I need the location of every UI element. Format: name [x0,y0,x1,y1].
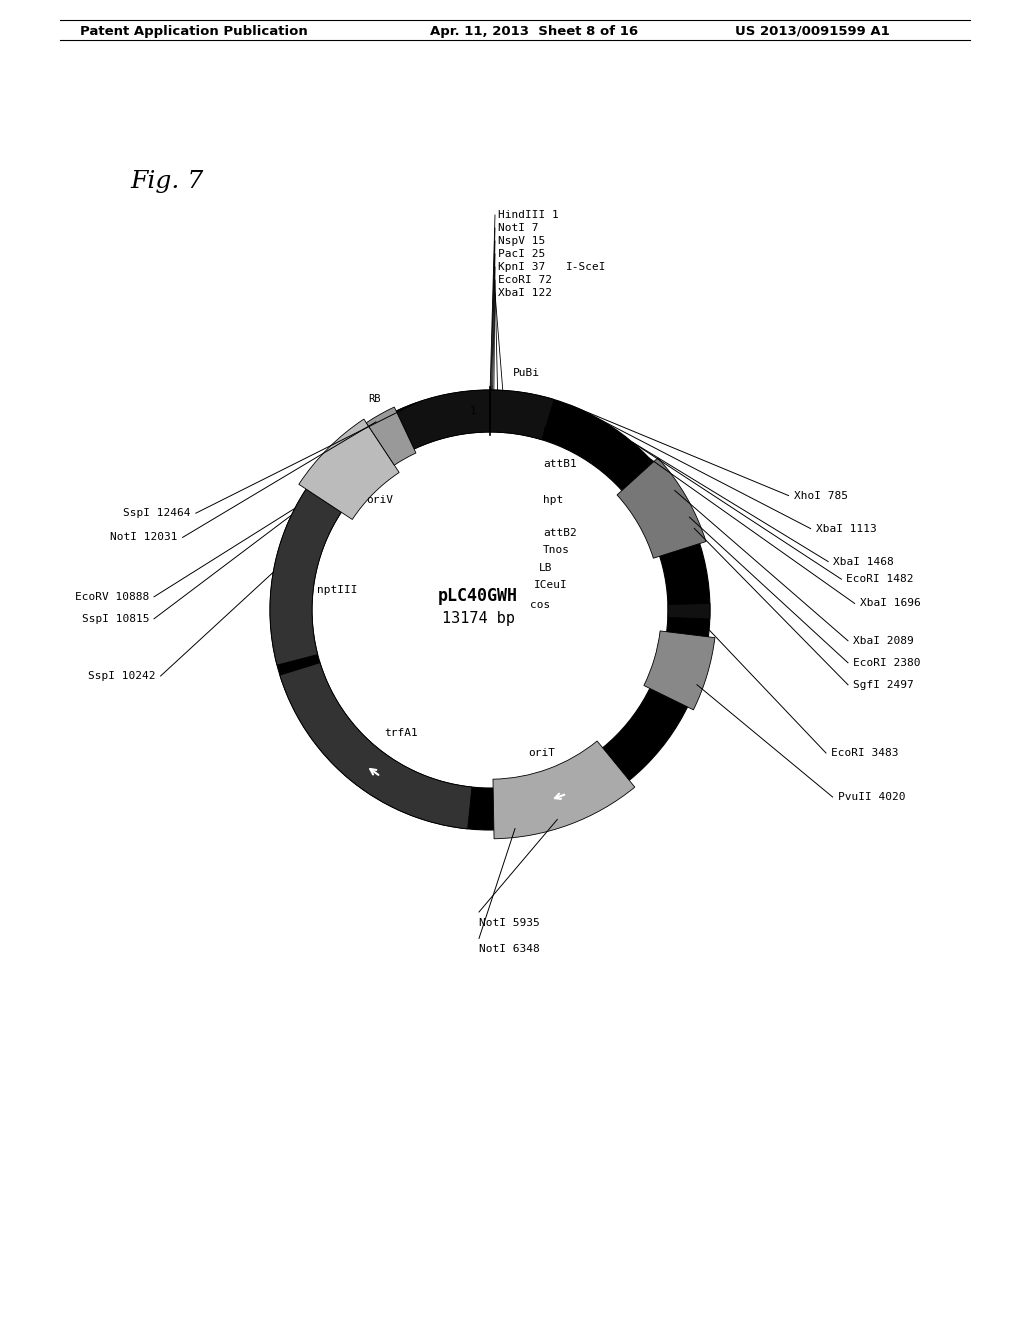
Text: XbaI 2089: XbaI 2089 [853,636,913,645]
Wedge shape [367,407,416,465]
Text: oriT: oriT [528,748,555,758]
Text: Tnos: Tnos [543,545,570,556]
Wedge shape [617,458,706,558]
Text: LB: LB [539,562,552,573]
Text: XbaI 1113: XbaI 1113 [815,524,877,533]
Text: Patent Application Publication: Patent Application Publication [80,25,308,38]
Text: PacI 25: PacI 25 [498,249,545,259]
Text: RB: RB [368,395,381,404]
Text: HindIII 1: HindIII 1 [498,210,559,220]
Text: SspI 12464: SspI 12464 [123,508,190,519]
Text: ubiI: ubiI [543,426,570,437]
Text: ICeuI: ICeuI [535,581,568,590]
Text: hpt: hpt [543,495,563,504]
Text: cos: cos [530,601,550,610]
Text: attB2: attB2 [543,528,577,537]
Text: 1: 1 [469,407,476,416]
Text: Fig. 7: Fig. 7 [130,170,203,193]
Text: XbaI 1468: XbaI 1468 [834,557,894,566]
Wedge shape [270,490,341,665]
Text: EcoRI 2380: EcoRI 2380 [853,657,921,668]
Text: pLC40GWH: pLC40GWH [438,587,518,605]
Text: nptIII: nptIII [317,585,357,595]
Text: NotI 6348: NotI 6348 [479,944,540,954]
Text: EcoRI 3483: EcoRI 3483 [831,748,898,758]
Text: SgfI 2497: SgfI 2497 [853,680,913,690]
Wedge shape [270,389,710,830]
Text: XbaI 1696: XbaI 1696 [859,598,921,609]
Text: oriV: oriV [367,495,393,504]
Text: trfA1: trfA1 [384,729,418,738]
Text: 13174 bp: 13174 bp [441,610,514,626]
Wedge shape [280,663,472,829]
Wedge shape [668,603,710,619]
Text: SspI 10242: SspI 10242 [88,671,156,681]
Text: attB1: attB1 [543,459,577,470]
Text: Apr. 11, 2013  Sheet 8 of 16: Apr. 11, 2013 Sheet 8 of 16 [430,25,638,38]
Text: EcoRI 72: EcoRI 72 [498,275,552,285]
Text: I-SceI: I-SceI [566,261,606,272]
Text: PvuII 4020: PvuII 4020 [838,792,905,803]
Text: NotI 7: NotI 7 [498,223,539,234]
Wedge shape [644,631,715,710]
Text: SspI 10815: SspI 10815 [82,614,150,624]
Text: NotI 5935: NotI 5935 [479,917,540,928]
Text: EcoRV 10888: EcoRV 10888 [75,591,150,602]
Text: XbaI 122: XbaI 122 [498,288,552,298]
Text: US 2013/0091599 A1: US 2013/0091599 A1 [735,25,890,38]
Text: NspV 15: NspV 15 [498,236,545,246]
Wedge shape [493,741,635,838]
Text: PuBi: PuBi [513,368,540,378]
Wedge shape [299,418,399,520]
Wedge shape [490,389,554,440]
Wedge shape [396,389,490,449]
Text: NotI 12031: NotI 12031 [111,532,177,543]
Text: XhoI 785: XhoI 785 [794,491,848,500]
Text: EcoRI 1482: EcoRI 1482 [847,574,913,585]
Text: KpnI 37: KpnI 37 [498,261,545,272]
